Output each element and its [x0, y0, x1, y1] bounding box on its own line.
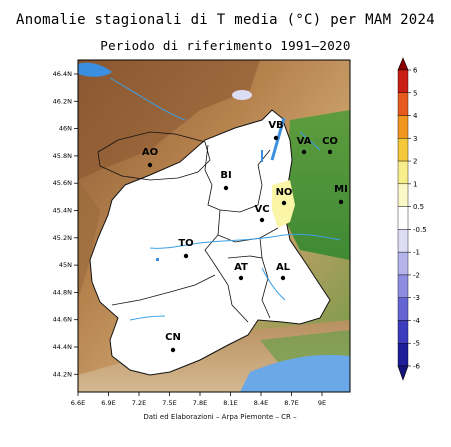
- colorbar-bottom-arrow: [397, 365, 409, 381]
- y-tick-label: 45.2N: [53, 234, 72, 242]
- city-label-to: TO: [178, 238, 193, 249]
- x-tick-label: 8.1E: [223, 399, 237, 407]
- colorbar-segment: [397, 138, 409, 162]
- city-label-co: CO: [322, 136, 338, 147]
- ligurian-sea: [240, 354, 350, 392]
- colorbar-segment: [397, 274, 409, 298]
- colorbar-top-arrow: [397, 57, 409, 71]
- y-axis: 46.4N 46.2N 46N 45.8N 45.6N 45.4N 45.2N 45N 44.8…: [53, 70, 78, 378]
- city-label-cn: CN: [165, 332, 181, 343]
- y-tick-label: 44.4N: [53, 343, 72, 351]
- colorbar-segment: [397, 229, 409, 253]
- y-tick-label: 46N: [59, 125, 72, 133]
- colorbar-label: -6: [413, 363, 421, 371]
- colorbar-segment: [397, 160, 409, 185]
- colorbar-segment: [397, 343, 409, 367]
- x-tick-label: 8.7E: [284, 399, 298, 407]
- city-dot-cn: [170, 347, 176, 353]
- city-label-ao: AO: [142, 147, 158, 158]
- colorbar-label: -0.5: [413, 226, 427, 234]
- city-label-vc: VC: [254, 204, 269, 215]
- colorbar-segment: [397, 320, 409, 344]
- y-tick-label: 44.6N: [53, 316, 72, 324]
- city-markers: AO BI VB VA CO NO MI VC TO AT AL CN: [142, 120, 348, 353]
- colorbar-segment: [397, 183, 409, 207]
- city-dot-va: [301, 149, 307, 155]
- x-tick-label: 9E: [318, 399, 326, 407]
- colorbar-label: 0.5: [413, 203, 424, 211]
- y-tick-label: 45.4N: [53, 207, 72, 215]
- city-label-at: AT: [234, 262, 248, 273]
- colorbar-label: 2: [413, 158, 417, 166]
- y-tick-label: 44.8N: [53, 288, 72, 296]
- aosta-boundary: [97, 131, 211, 181]
- y-tick-label: 46.2N: [53, 97, 72, 105]
- y-tick-label: 44.2N: [53, 370, 72, 378]
- colorbar-label: -1: [413, 249, 420, 257]
- y-tick-label: 46.4N: [53, 70, 72, 78]
- city-dot-mi: [338, 199, 344, 205]
- colorbar-segment: [397, 297, 409, 321]
- lake-dot: [156, 258, 159, 261]
- map-frame: [77, 59, 351, 393]
- colorbar-segment: [397, 69, 409, 93]
- lake-maggiore: [270, 117, 286, 161]
- x-tick-label: 7.2E: [132, 399, 146, 407]
- lombardy-plain: [285, 110, 350, 260]
- x-tick-label: 6.6E: [71, 399, 85, 407]
- city-dot-ao: [147, 162, 153, 168]
- map-title: Anomalie stagionali di T media (°C) per …: [16, 12, 435, 28]
- colorbar-segment: [397, 115, 409, 139]
- colorbar-label: 1: [413, 180, 417, 188]
- city-dot-vc: [259, 217, 265, 223]
- city-label-al: AL: [276, 262, 291, 273]
- colorbar-label: 5: [413, 89, 417, 97]
- map-footer: Dati ed Elaborazioni – Arpa Piemonte – C…: [143, 413, 297, 421]
- x-tick-label: 7.5E: [162, 399, 176, 407]
- map-subtitle: Periodo di riferimento 1991–2020: [100, 38, 351, 53]
- city-dot-al: [280, 275, 286, 281]
- city-label-no: NO: [276, 187, 293, 198]
- colorbar-label: -5: [413, 340, 420, 348]
- colorbar: 6 5 4 3 2 1 0.5 -0.5 -1 -2 -3 -4 -5 -6: [397, 57, 427, 381]
- colorbar-label: 6: [413, 67, 418, 75]
- x-tick-label: 8.4E: [254, 399, 268, 407]
- city-dot-to: [183, 253, 189, 259]
- colorbar-segment: [397, 251, 409, 276]
- alps-relief: [78, 60, 260, 180]
- colorbar-label: -2: [413, 271, 420, 279]
- rivers: [109, 77, 341, 321]
- city-dot-co: [327, 149, 333, 155]
- x-axis: 6.6E 6.9E 7.2E 7.5E 7.8E 8.1E 8.4E 8.7E 9E: [71, 392, 326, 407]
- colorbar-label: 3: [413, 135, 417, 143]
- x-tick-label: 6.9E: [101, 399, 115, 407]
- city-label-mi: MI: [334, 184, 348, 195]
- lake-geneva: [78, 62, 112, 77]
- city-dot-no: [281, 200, 287, 206]
- west-alps-relief: [78, 180, 100, 300]
- minor-anomaly-patch: [232, 90, 252, 100]
- colorbar-label: -4: [413, 317, 421, 325]
- colorbar-segment: [397, 92, 409, 116]
- colorbar-segment: [397, 206, 409, 230]
- y-tick-label: 45.8N: [53, 152, 72, 160]
- colorbar-label: -3: [413, 294, 420, 302]
- y-tick-label: 45N: [59, 261, 72, 269]
- city-dot-vb: [273, 135, 279, 141]
- city-dot-at: [238, 275, 244, 281]
- x-tick-label: 7.8E: [193, 399, 207, 407]
- city-label-va: VA: [297, 136, 312, 147]
- colorbar-label: 4: [413, 112, 418, 120]
- city-label-vb: VB: [268, 120, 283, 131]
- city-label-bi: BI: [220, 170, 231, 181]
- y-tick-label: 45.6N: [53, 179, 72, 187]
- city-dot-bi: [223, 185, 229, 191]
